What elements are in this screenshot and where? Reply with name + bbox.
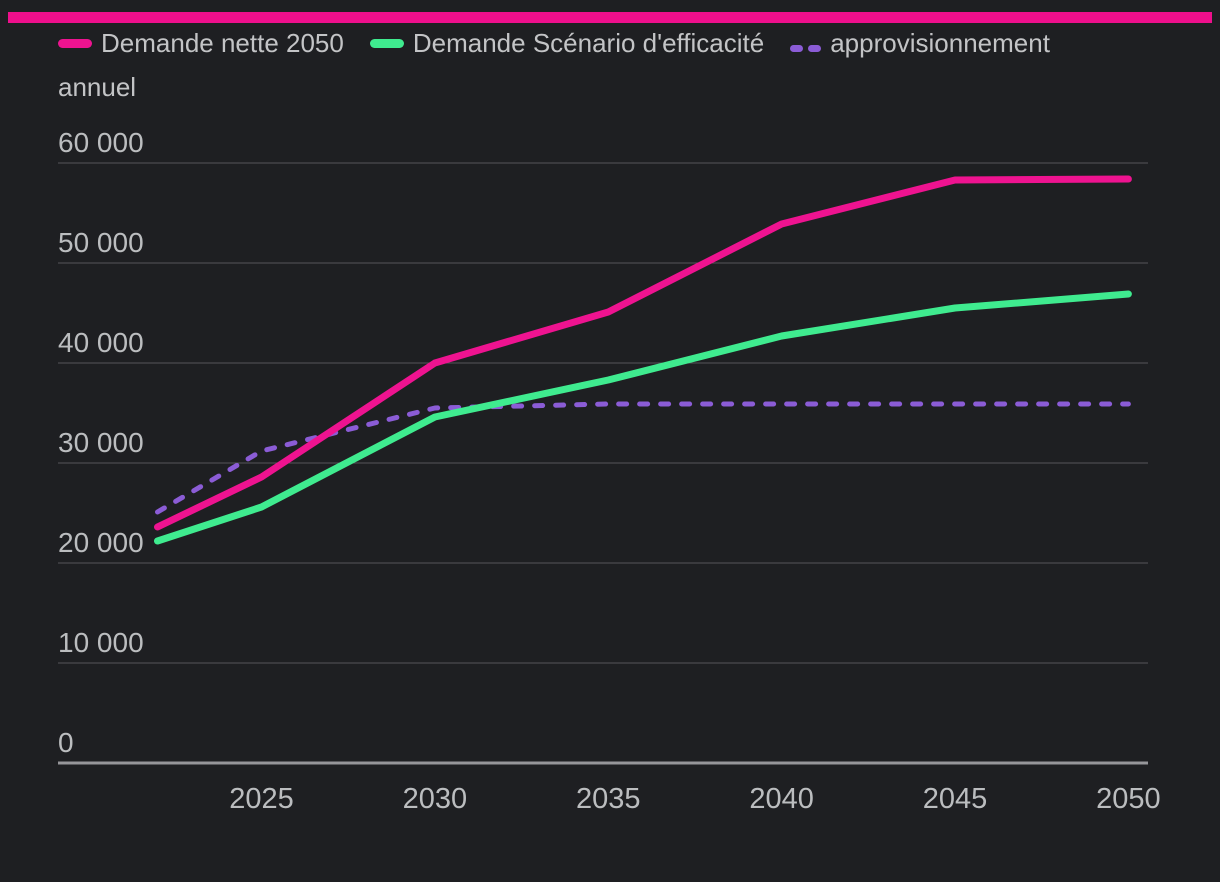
legend-item-demande-nette-2050: Demande nette 2050 bbox=[58, 28, 344, 58]
series-line-approvisionnement-annuel bbox=[155, 401, 1131, 515]
x-axis-tick-label: 2025 bbox=[229, 783, 294, 815]
series-line-demande-nette-2050 bbox=[154, 175, 1132, 531]
x-axis-tick-label: 2035 bbox=[576, 783, 641, 815]
legend-label-demande-scenario-efficacite: Demande Scénario d'efficacité bbox=[412, 28, 765, 58]
series-line-demande-sc-nario-d-efficacit- bbox=[154, 290, 1132, 545]
legend-item-approvisionnement-annuel: approvisionnement annuel bbox=[58, 28, 1050, 102]
y-axis-tick-label: 0 bbox=[58, 727, 74, 758]
y-axis-tick-label: 30 000 bbox=[58, 427, 144, 458]
x-axis-tick-label: 2040 bbox=[749, 783, 814, 815]
y-axis-tick-label: 60 000 bbox=[58, 127, 144, 158]
legend-label-approvisionnement-annuel: approvisionnement annuel bbox=[58, 28, 1050, 103]
x-axis-tick-label: 2050 bbox=[1096, 783, 1161, 815]
legend-dash-segment-icon bbox=[808, 45, 822, 53]
legend-swatch-purple-dashed-line-icon bbox=[790, 22, 822, 64]
y-axis-tick-label: 40 000 bbox=[58, 327, 144, 358]
legend-item-demande-scenario-efficacite: Demande Scénario d'efficacité bbox=[369, 28, 765, 58]
legend-swatch-green-line-icon bbox=[369, 38, 404, 48]
y-axis-tick-label: 10 000 bbox=[58, 627, 144, 658]
y-axis-tick-label: 20 000 bbox=[58, 527, 144, 558]
accent-bar bbox=[8, 12, 1212, 23]
chart-legend: Demande nette 2050 Demande Scénario d'eff… bbox=[58, 22, 1098, 108]
x-axis-tick-label: 2045 bbox=[922, 783, 988, 815]
y-axis-tick-label: 50 000 bbox=[58, 227, 144, 258]
legend-swatch-pink-line-icon bbox=[58, 38, 92, 48]
x-axis-tick-label: 2030 bbox=[402, 783, 468, 815]
legend-dash-segment-icon bbox=[790, 45, 804, 53]
legend-label-demande-nette-2050: Demande nette 2050 bbox=[101, 28, 344, 58]
